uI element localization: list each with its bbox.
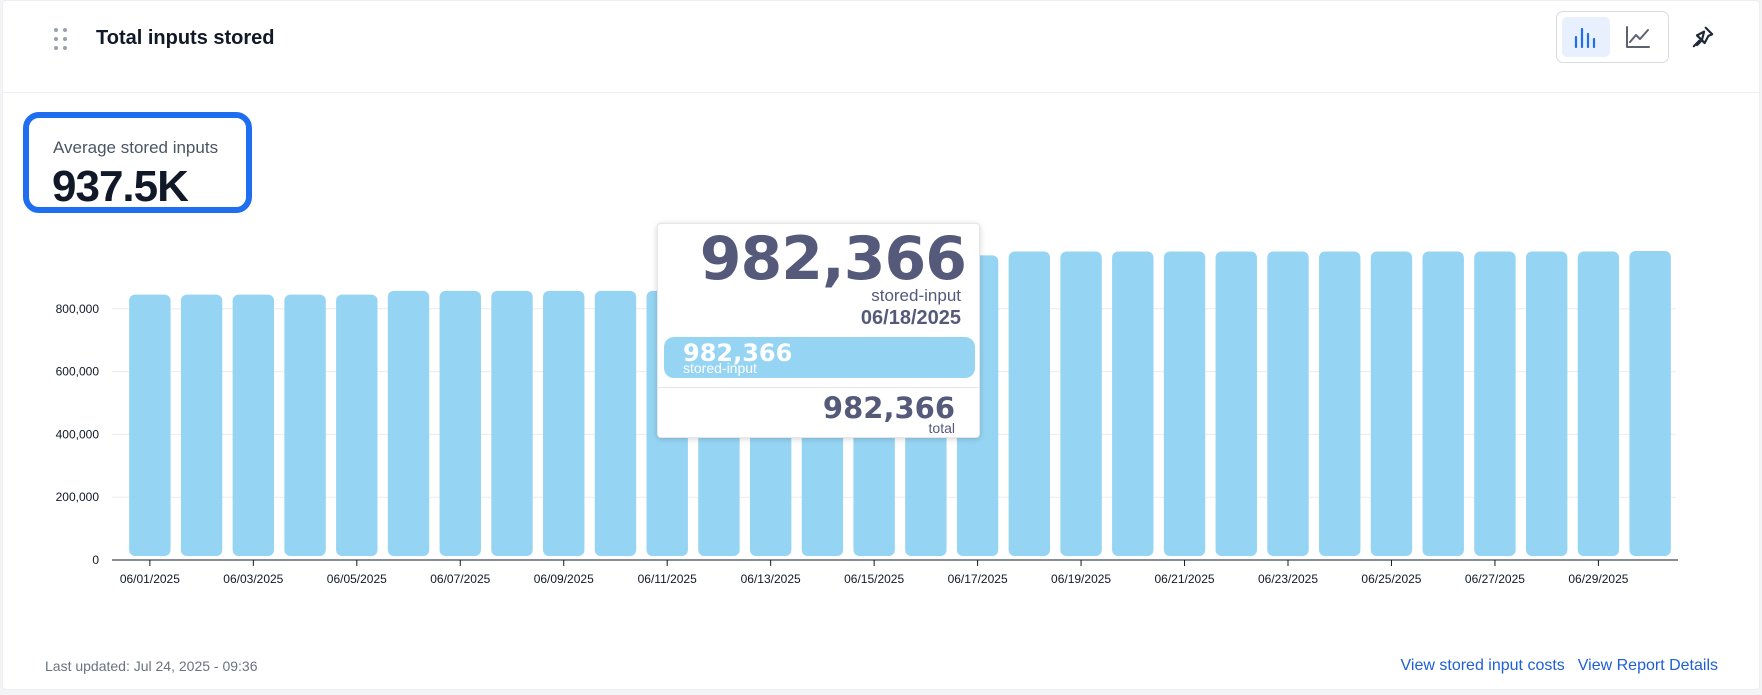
bar [129,294,171,556]
x-tick-label: 06/09/2025 [534,572,594,586]
bar [1319,251,1361,556]
chart-tooltip: 982,366 stored-input 06/18/2025 982,366 … [657,223,980,438]
tooltip-value: 982,366 [699,224,967,294]
kpi-value: 937.5K [52,162,189,211]
tooltip-total-label: total [928,420,955,436]
bar [1474,251,1516,556]
x-tick-label: 06/23/2025 [1258,572,1318,586]
last-updated-text: Last updated: Jul 24, 2025 - 09:36 [45,658,258,674]
y-tick-label: 0 [92,553,99,567]
bar [284,294,326,556]
line-chart-icon [1626,26,1650,48]
view-report-details-link[interactable]: View Report Details [1577,657,1718,674]
x-tick-label: 06/03/2025 [223,572,283,586]
y-tick-label: 200,000 [56,490,100,504]
line-chart-button[interactable] [1614,17,1662,57]
tooltip-divider [658,387,979,388]
tooltip-total-value: 982,366 [822,391,955,425]
x-tick-label: 06/19/2025 [1051,572,1111,586]
bar [387,290,430,556]
bar [1525,251,1568,556]
kpi-label: Average stored inputs [53,138,219,157]
tooltip-series-name: stored-input [871,286,961,305]
bar [232,294,275,556]
x-tick-label: 06/21/2025 [1155,572,1215,586]
bar [1422,251,1464,556]
card-title: Total inputs stored [96,27,275,49]
x-tick-label: 06/11/2025 [638,572,697,586]
x-tick-label: 06/29/2025 [1568,572,1628,586]
pin-icon [1692,26,1714,48]
x-tick-label: 06/27/2025 [1465,572,1525,586]
tooltip-series-bar: 982,366 stored-input [664,337,975,378]
x-tick-label: 06/05/2025 [327,572,387,586]
x-tick-label: 06/13/2025 [741,572,801,586]
y-tick-label: 400,000 [56,427,100,441]
bar [1370,251,1413,556]
x-tick-label: 06/01/2025 [120,572,180,586]
y-tick-label: 800,000 [56,302,100,316]
bar [1267,251,1309,556]
x-tick-label: 06/25/2025 [1361,572,1421,586]
bar [1215,251,1257,556]
bar [1060,251,1102,556]
card-header: Total inputs stored [3,1,1759,93]
bar [1577,251,1620,556]
tooltip-series-value: 982,366 [683,339,793,367]
tooltip-date: 06/18/2025 [860,307,961,329]
bar [336,294,378,556]
bar [439,290,481,556]
chart-type-toggle [1556,11,1669,63]
bar [1629,251,1671,557]
kpi-box: Average stored inputs 937.5K [23,112,252,213]
bar [1008,251,1051,556]
view-stored-input-costs-link[interactable]: View stored input costs [1400,657,1565,674]
pin-button[interactable] [1687,21,1719,53]
bar-chart-icon [1574,27,1596,49]
x-tick-label: 06/15/2025 [844,572,904,586]
drag-handle-icon[interactable] [54,28,68,50]
bar [543,290,585,556]
bar-chart-button[interactable] [1562,17,1610,57]
footer-links: View stored input costs View Report Deta… [1401,657,1718,675]
x-tick-label: 06/17/2025 [948,572,1008,586]
bar [594,290,637,556]
bar [491,290,533,556]
bar [1163,251,1206,556]
tooltip-series-label: stored-input [683,360,757,376]
bar [180,294,223,556]
bar [1112,251,1154,556]
x-tick-label: 06/07/2025 [430,572,490,586]
y-tick-label: 600,000 [56,365,100,379]
